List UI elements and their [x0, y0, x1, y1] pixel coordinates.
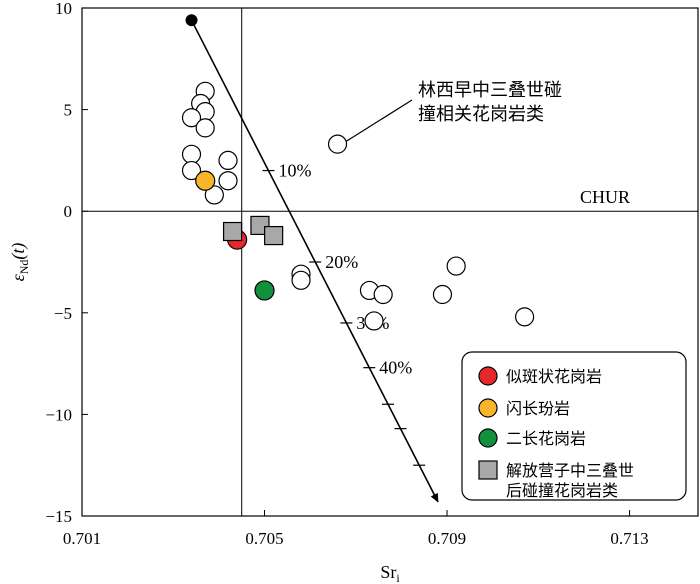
point-filled-circle	[254, 280, 275, 301]
legend-label-line2: 后碰撞花岗岩类	[506, 481, 618, 500]
point-open-circle	[373, 284, 393, 305]
y-tick-label: −10	[45, 405, 72, 424]
y-tick-label: 5	[64, 101, 73, 120]
point-open-circle	[181, 144, 202, 164]
point-open-circle	[204, 185, 224, 205]
legend-marker-square	[478, 460, 498, 480]
x-tick-label: 0.713	[610, 529, 648, 548]
point-open-circle	[291, 270, 311, 290]
mixing-percent-label: 40%	[379, 358, 412, 378]
annotation-line-2: 撞相关花岗岩类	[418, 104, 544, 125]
y-tick-label: 0	[64, 202, 73, 221]
point-open-circle	[364, 311, 384, 331]
point-open-circle	[432, 284, 453, 305]
point-square	[222, 221, 243, 242]
y-tick-label: −5	[54, 304, 72, 323]
y-tick-label: −15	[45, 507, 72, 526]
legend-box	[461, 351, 687, 501]
point-open-circle	[218, 171, 238, 191]
mixing-percent-label: 10%	[278, 161, 311, 181]
annotation-leader	[346, 99, 413, 142]
legend-label: 似斑状花岗岩	[506, 367, 602, 386]
y-axis-label: εNd(t)	[8, 243, 31, 282]
x-tick-label: 0.705	[245, 529, 283, 548]
mixing-start-point	[185, 14, 198, 27]
x-axis-label: Sri	[380, 562, 400, 584]
legend-marker-circle	[478, 398, 498, 418]
mixing-percent-label: 20%	[325, 252, 358, 272]
x-tick-label: 0.709	[428, 529, 466, 548]
x-tick-label: 0.701	[63, 529, 101, 548]
legend-label: 解放营子中三叠世	[506, 461, 634, 480]
point-open-circle	[181, 160, 202, 181]
mixing-line	[190, 19, 439, 503]
chur-label: CHUR	[580, 187, 630, 207]
point-open-circle	[195, 118, 215, 138]
legend-label: 闪长玢岩	[506, 399, 570, 418]
plot-frame	[81, 7, 699, 517]
y-tick-label: 10	[55, 0, 72, 18]
point-open-circle	[327, 134, 348, 154]
point-square	[264, 225, 284, 246]
annotation-line-1: 林西早中三叠世碰	[418, 80, 562, 101]
legend-marker-circle	[478, 428, 498, 448]
legend-marker-circle	[478, 366, 498, 386]
point-open-circle	[181, 108, 202, 128]
legend-label: 二长花岗岩	[506, 429, 586, 448]
point-open-circle	[218, 150, 238, 170]
point-filled-circle	[195, 170, 216, 191]
point-open-circle	[446, 256, 466, 276]
point-open-circle	[515, 307, 535, 327]
